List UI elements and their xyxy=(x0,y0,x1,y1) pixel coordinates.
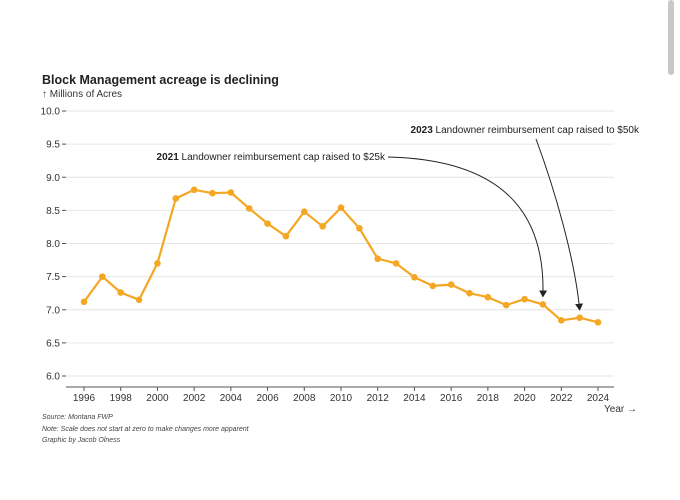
footer-source: Source: Montana FWP xyxy=(42,414,113,421)
data-point xyxy=(539,301,547,308)
annotation-arrow xyxy=(535,138,584,311)
data-point xyxy=(356,224,363,232)
data-point xyxy=(392,260,400,267)
data-point xyxy=(594,319,602,326)
data-point xyxy=(135,296,143,304)
footer-note: Note: Scale does not start at zero to ma… xyxy=(42,426,249,433)
data-point xyxy=(576,314,583,322)
x-tick-label: 2010 xyxy=(330,393,353,404)
data-point xyxy=(264,220,271,227)
data-point xyxy=(502,301,510,309)
annotation-label: 2023 Landowner reimbursement cap raised … xyxy=(411,125,640,136)
y-axis-label: ↑ Millions of Acres xyxy=(42,89,123,100)
x-tick-label: 2016 xyxy=(440,393,463,404)
y-tick-label: 8.5 xyxy=(46,206,60,217)
y-tick-label: 7.5 xyxy=(46,272,60,283)
x-tick-label: 1998 xyxy=(110,393,133,404)
x-tick-label: 2012 xyxy=(367,393,390,404)
x-tick-label: 2008 xyxy=(293,393,316,404)
x-tick-label: 2022 xyxy=(550,393,573,404)
x-tick-label: 2024 xyxy=(587,393,610,404)
data-point xyxy=(172,195,180,202)
data-point xyxy=(227,189,235,196)
annotations: 2021 Landowner reimbursement cap raised … xyxy=(157,125,640,311)
data-point xyxy=(190,186,198,194)
y-tick-label: 9.0 xyxy=(46,173,60,184)
data-point xyxy=(117,289,125,296)
data-point xyxy=(374,255,382,263)
data-point xyxy=(80,298,88,306)
data-point xyxy=(466,289,473,297)
data-point xyxy=(411,273,418,281)
y-tick-label: 8.0 xyxy=(46,239,60,250)
data-point xyxy=(245,205,253,212)
grid-lines xyxy=(66,110,614,377)
footer-credit: Graphic by Jacob Olness xyxy=(42,437,121,444)
x-tick-label: 2020 xyxy=(513,393,536,404)
data-point xyxy=(209,189,216,197)
x-tick-label: 2006 xyxy=(256,393,279,404)
x-tick-label: 2004 xyxy=(220,393,243,404)
y-axis-ticks: 10.0 9.5 9.0 8.5 8.0 7.5 7.0 6.5 6.0 xyxy=(41,107,66,383)
data-point xyxy=(319,222,326,230)
x-tick-label: 1996 xyxy=(73,393,96,404)
y-tick-label: 7.0 xyxy=(46,305,60,316)
x-axis-label: Year → xyxy=(604,404,637,415)
y-tick-label: 6.0 xyxy=(46,372,60,383)
data-point xyxy=(521,295,528,303)
annotation-arrow xyxy=(387,156,548,298)
data-points xyxy=(80,186,602,326)
page-scrollbar[interactable] xyxy=(668,0,674,75)
x-tick-label: 2000 xyxy=(146,393,169,404)
annotation-label: 2021 Landowner reimbursement cap raised … xyxy=(157,152,386,163)
data-point xyxy=(429,282,437,290)
x-axis-ticks: 1996 1998 2000 2002 2004 2006 2008 2010 2012 2014… xyxy=(73,387,610,404)
data-point xyxy=(337,204,345,212)
data-point xyxy=(557,317,565,324)
data-point xyxy=(282,232,290,240)
data-point xyxy=(154,260,161,267)
data-point xyxy=(484,293,492,301)
data-point xyxy=(447,281,455,288)
y-tick-label: 10.0 xyxy=(41,107,61,118)
x-tick-label: 2018 xyxy=(477,393,500,404)
chart-title: Block Management acreage is declining xyxy=(42,73,279,87)
y-tick-label: 9.5 xyxy=(46,140,60,151)
data-point xyxy=(300,208,308,215)
data-point xyxy=(99,273,106,280)
x-tick-label: 2002 xyxy=(183,393,206,404)
y-tick-label: 6.5 xyxy=(46,338,60,349)
x-tick-label: 2014 xyxy=(403,393,426,404)
